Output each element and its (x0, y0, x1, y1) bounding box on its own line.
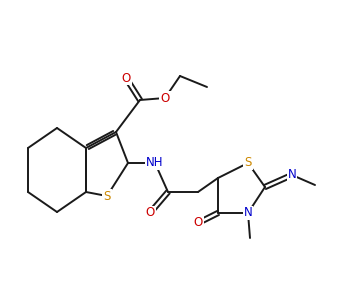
Text: O: O (160, 91, 170, 104)
Text: S: S (244, 156, 252, 170)
Text: N: N (244, 207, 253, 220)
Text: N: N (288, 168, 296, 181)
Text: O: O (145, 207, 155, 220)
Text: NH: NH (146, 156, 164, 170)
Text: O: O (194, 216, 203, 230)
Text: S: S (103, 190, 111, 203)
Text: O: O (121, 72, 131, 85)
